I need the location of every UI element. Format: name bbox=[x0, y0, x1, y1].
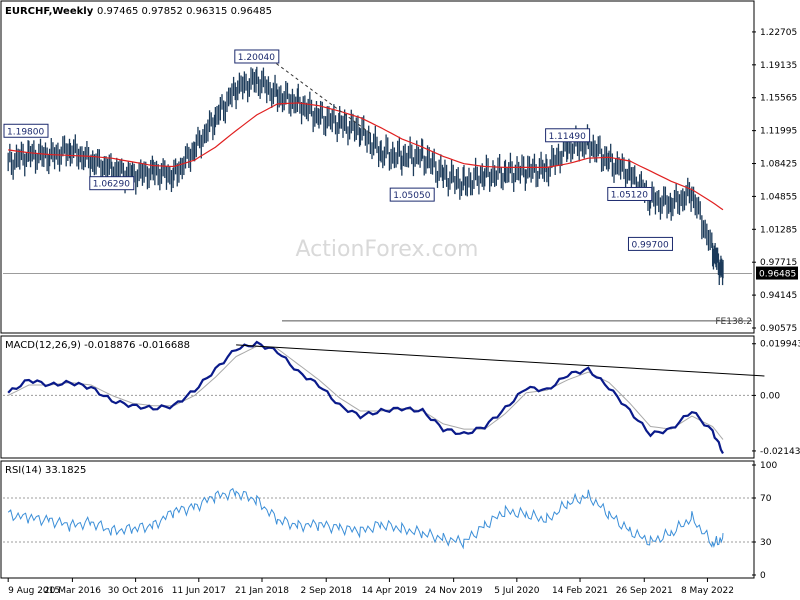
x-axis-tick-label: 9 Aug 2015 bbox=[8, 586, 60, 596]
rsi-y-tick-label: 30 bbox=[760, 538, 772, 548]
x-axis-tick-label: 11 Jun 2017 bbox=[172, 586, 226, 596]
price-y-tick-label: 1.01285 bbox=[760, 225, 797, 235]
price-y-tick-label: 1.11995 bbox=[760, 127, 797, 137]
price-bars bbox=[7, 66, 724, 286]
price-annotation-label: 1.06290 bbox=[93, 180, 130, 190]
price-panel bbox=[0, 0, 755, 334]
x-axis-tick-label: 20 Mar 2016 bbox=[44, 586, 101, 596]
price-annotation-box bbox=[627, 236, 673, 251]
price-y-tick-label: 1.08425 bbox=[760, 160, 797, 170]
macd-panel bbox=[0, 335, 755, 459]
rsi-y-tick-label: 0 bbox=[760, 571, 766, 581]
ohlc-header: 0.97465 0.97852 0.96315 0.96485 bbox=[97, 6, 272, 17]
price-annotation-label: 1.19800 bbox=[7, 127, 44, 137]
price-y-tick-label: 0.97715 bbox=[760, 258, 797, 268]
macd-trendline bbox=[236, 344, 765, 377]
macd-y-tick-label: 0.019943 bbox=[760, 340, 800, 350]
x-axis-tick-label: 14 Feb 2021 bbox=[552, 586, 608, 596]
fe-label: FE138.2 bbox=[715, 317, 752, 327]
macd-signal-line bbox=[7, 345, 724, 440]
macd-y-tick-label: 0.00 bbox=[760, 391, 780, 401]
x-axis-tick-label: 21 Jan 2018 bbox=[235, 586, 289, 596]
swing-connector-dashed bbox=[266, 56, 373, 136]
macd-y-tick-label: -0.021434 bbox=[760, 447, 800, 457]
rsi-y-tick-label: 70 bbox=[760, 494, 772, 504]
last-price-label: 0.96485 bbox=[759, 270, 796, 280]
x-axis-tick-label: 26 Sep 2021 bbox=[616, 586, 673, 596]
price-annotation-box bbox=[389, 187, 435, 202]
rsi-line bbox=[7, 487, 724, 550]
x-axis-tick-label: 5 Jul 2020 bbox=[494, 586, 539, 596]
price-annotation-box bbox=[89, 176, 135, 191]
x-axis-tick-label: 8 May 2022 bbox=[681, 586, 734, 596]
price-annotation-box bbox=[3, 123, 49, 138]
moving-average-line bbox=[8, 102, 724, 211]
price-title: EURCHF,Weekly bbox=[5, 6, 94, 17]
price-annotation-box bbox=[607, 186, 653, 201]
price-annotation-box bbox=[545, 128, 591, 143]
rsi-panel bbox=[0, 460, 755, 579]
rsi-y-tick-label: 100 bbox=[760, 461, 777, 471]
price-annotation-label: 1.05050 bbox=[393, 191, 430, 201]
price-y-tick-label: 0.94145 bbox=[760, 291, 797, 301]
price-y-tick-label: 1.22705 bbox=[760, 28, 797, 38]
price-y-tick-label: 1.15565 bbox=[760, 94, 797, 104]
price-y-tick-label: 0.90575 bbox=[760, 324, 797, 334]
last-price-box bbox=[756, 266, 798, 280]
price-annotation-label: 1.11490 bbox=[549, 132, 586, 142]
price-annotation-label: 1.05120 bbox=[611, 190, 648, 200]
x-axis-tick-label: 2 Sep 2018 bbox=[301, 586, 353, 596]
watermark: ActionForex.com bbox=[296, 237, 479, 262]
price-annotation-box bbox=[234, 49, 280, 64]
macd-title: MACD(12,26,9) -0.018876 -0.016688 bbox=[5, 340, 190, 351]
x-axis-tick-label: 30 Oct 2016 bbox=[108, 586, 164, 596]
price-annotation-label: 0.99700 bbox=[631, 240, 668, 250]
price-y-tick-label: 1.04855 bbox=[760, 192, 797, 202]
x-axis-tick-label: 14 Apr 2019 bbox=[362, 586, 418, 596]
x-axis-tick-label: 24 Nov 2019 bbox=[425, 586, 483, 596]
price-annotation-label: 1.20040 bbox=[238, 53, 275, 63]
rsi-title: RSI(14) 33.1825 bbox=[5, 465, 86, 476]
price-y-tick-label: 1.19135 bbox=[760, 61, 797, 71]
macd-line bbox=[7, 340, 724, 454]
